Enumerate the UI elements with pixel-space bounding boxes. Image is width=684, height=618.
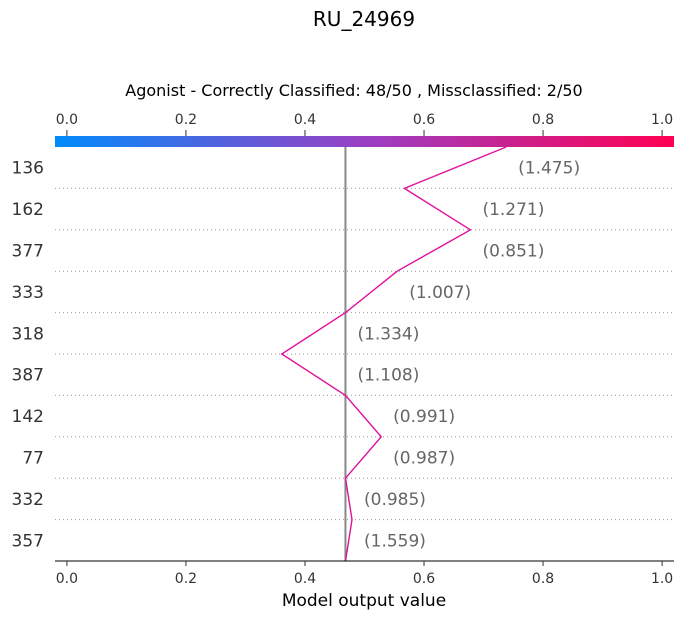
feature-label: 357 [12, 531, 44, 551]
feature-label: 162 [12, 200, 44, 220]
x-axis-tick-label: 0.0 [56, 571, 78, 587]
decision-path [280, 146, 507, 562]
feature-label: 77 [22, 449, 44, 469]
x-axis-ticks: 0.0 0.2 0.4 0.6 0.8 1.0 [56, 561, 673, 587]
colorbar-tick-label: 0.8 [532, 112, 554, 128]
chart-subtitle: Agonist - Correctly Classified: 48/50 , … [125, 81, 582, 100]
colorbar-tick-label: 1.0 [651, 112, 673, 128]
feature-value-label: (1.334) [357, 324, 419, 344]
feature-label: 332 [12, 490, 44, 510]
feature-value-label: (0.985) [364, 490, 426, 510]
feature-value-labels: (1.475) (1.271) (0.851) (1.007) (1.334) (1.10… [357, 159, 580, 552]
x-axis-tick-label: 1.0 [651, 571, 673, 587]
colorbar-tick-label: 0.6 [413, 112, 435, 128]
feature-value-label: (1.559) [364, 531, 426, 551]
feature-value-label: (0.991) [393, 407, 455, 427]
colorbar-tick-labels: 0.0 0.2 0.4 0.6 0.8 1.0 [56, 112, 673, 136]
row-gridlines [55, 187, 674, 521]
feature-value-label: (1.475) [518, 159, 580, 179]
feature-label: 136 [12, 159, 44, 179]
feature-value-label: (0.851) [482, 242, 544, 262]
colorbar [55, 136, 674, 147]
feature-label: 318 [12, 324, 44, 344]
x-axis-label: Model output value [282, 591, 446, 611]
x-axis-tick-label: 0.2 [175, 571, 197, 587]
feature-value-label: (1.007) [409, 283, 471, 303]
feature-value-label: (1.108) [357, 366, 419, 386]
x-axis-tick-label: 0.4 [294, 571, 316, 587]
feature-value-label: (0.987) [393, 449, 455, 469]
feature-labels: 136 162 377 333 318 387 142 77 332 357 [12, 159, 44, 552]
x-axis-tick-label: 0.6 [413, 571, 435, 587]
feature-label: 377 [12, 242, 44, 262]
feature-label: 333 [12, 283, 44, 303]
chart-title: RU_24969 [313, 7, 415, 31]
feature-label: 142 [12, 407, 44, 427]
colorbar-tick-label: 0.2 [175, 112, 197, 128]
colorbar-tick-label: 0.0 [56, 112, 78, 128]
feature-value-label: (1.271) [482, 200, 544, 220]
x-axis-tick-label: 0.8 [532, 571, 554, 587]
feature-label: 387 [12, 366, 44, 386]
colorbar-tick-label: 0.4 [294, 112, 316, 128]
